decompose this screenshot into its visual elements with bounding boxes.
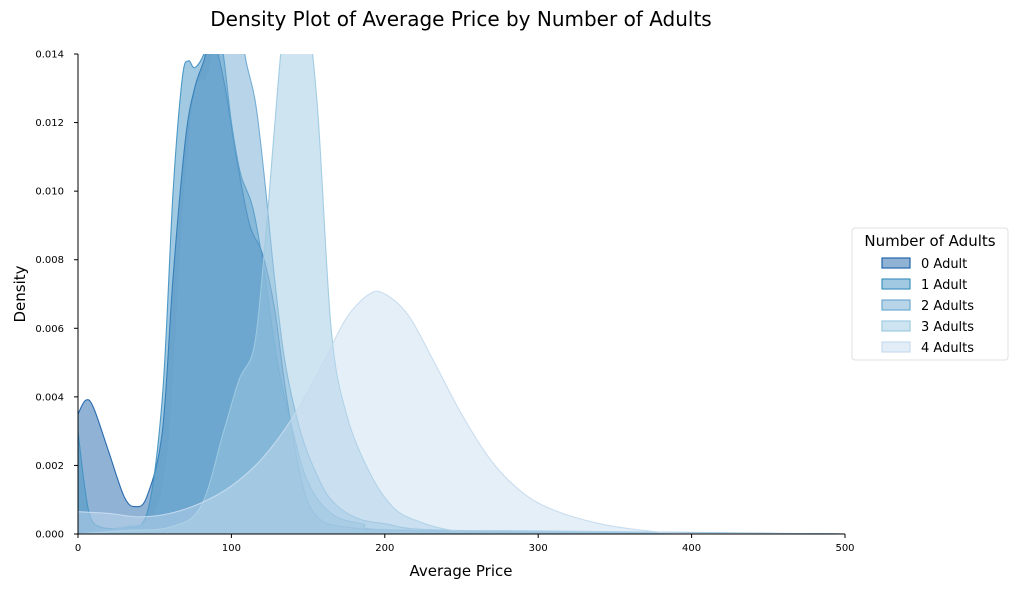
legend-label-2-adults: 2 Adults [921, 299, 974, 314]
x-tick-label: 100 [222, 543, 241, 554]
legend-items: 0 Adult 1 Adult 2 Adults 3 Adults 4 Adults [881, 257, 974, 356]
legend-label-4-adults: 4 Adults [921, 341, 974, 356]
legend-label-1-adult: 1 Adult [921, 278, 967, 293]
legend: Number of Adults 0 Adult 1 Adult 2 Adults 3… [851, 227, 1009, 361]
legend-swatch-4-adults [881, 341, 911, 353]
legend-swatch-2-adults [881, 299, 911, 311]
y-tick-label: 0.014 [35, 50, 64, 61]
density-line-3-adults [78, 54, 845, 534]
x-axis-title: Average Price [410, 562, 513, 580]
x-tick-label: 0 [75, 543, 81, 554]
y-tick-label: 0.010 [35, 187, 64, 198]
legend-label-3-adults: 3 Adults [921, 320, 974, 335]
y-tick-label: 0.006 [35, 324, 64, 335]
legend-swatch-0-adult [881, 257, 911, 269]
density-line-4-adults [78, 290, 845, 534]
x-tick-label: 500 [835, 543, 854, 554]
x-tick-label: 300 [529, 543, 548, 554]
x-tick-label: 400 [682, 543, 701, 554]
y-tick-label: 0.000 [35, 530, 64, 541]
x-tick-label: 200 [375, 543, 394, 554]
y-axis-title: Density [11, 265, 29, 322]
axes [77, 54, 845, 535]
chart-title: Density Plot of Average Price by Number … [210, 7, 711, 31]
legend-swatch-3-adults [881, 320, 911, 332]
y-tick-label: 0.004 [35, 392, 64, 403]
y-ticks: 0.000 0.002 0.004 0.006 0.008 0.010 0.012 0.014 [35, 50, 78, 541]
legend-swatch-1-adult [881, 278, 911, 290]
density-areas [78, 54, 845, 534]
density-area-4-adults [78, 291, 845, 534]
y-tick-label: 0.008 [35, 255, 64, 266]
density-area-3-adults [78, 54, 845, 534]
x-ticks: 0 100 200 300 400 500 [75, 534, 855, 554]
y-tick-label: 0.012 [35, 118, 64, 129]
legend-title: Number of Adults [864, 232, 995, 250]
legend-label-0-adult: 0 Adult [921, 257, 967, 272]
y-tick-label: 0.002 [35, 461, 64, 472]
